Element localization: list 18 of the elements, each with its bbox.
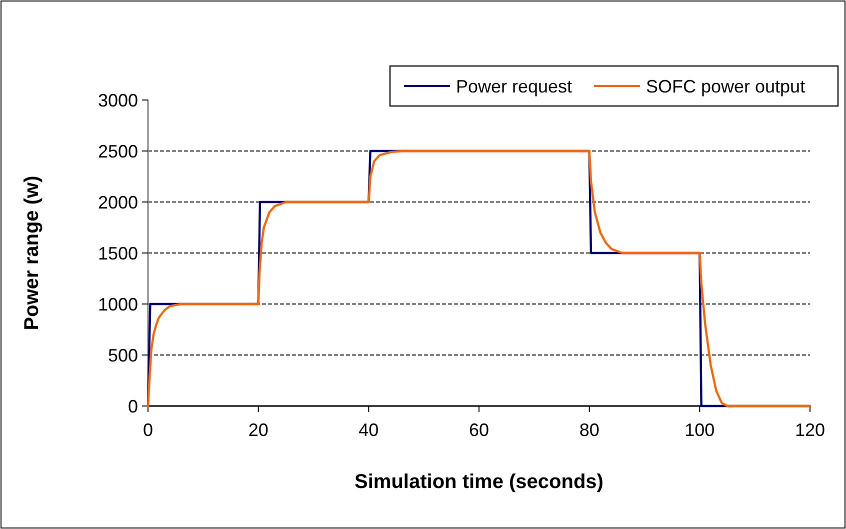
y-tick-label: 500 [108, 345, 138, 366]
x-axis-title: Simulation time (seconds) [354, 471, 604, 493]
y-tick-label: 2500 [98, 141, 138, 162]
y-tick-label: 1000 [98, 294, 138, 314]
x-tick-label: 80 [579, 420, 600, 440]
y-axis-title: Power range (w) [21, 176, 43, 330]
y-tick-label: 3000 [98, 90, 138, 110]
x-tick-label: 20 [248, 420, 268, 440]
y-tick-label: 1500 [98, 243, 138, 264]
x-tick-label: 120 [794, 420, 826, 440]
x-tick-label: 100 [684, 420, 715, 440]
x-tick-label: 0 [142, 420, 154, 440]
y-tick-label: 2000 [98, 192, 138, 212]
x-tick-label: 60 [468, 420, 490, 440]
legend-label: Power request [456, 76, 572, 96]
y-tick-label: 0 [128, 396, 138, 416]
legend-label: SOFC power output [646, 76, 806, 96]
x-tick-label: 40 [358, 420, 379, 440]
